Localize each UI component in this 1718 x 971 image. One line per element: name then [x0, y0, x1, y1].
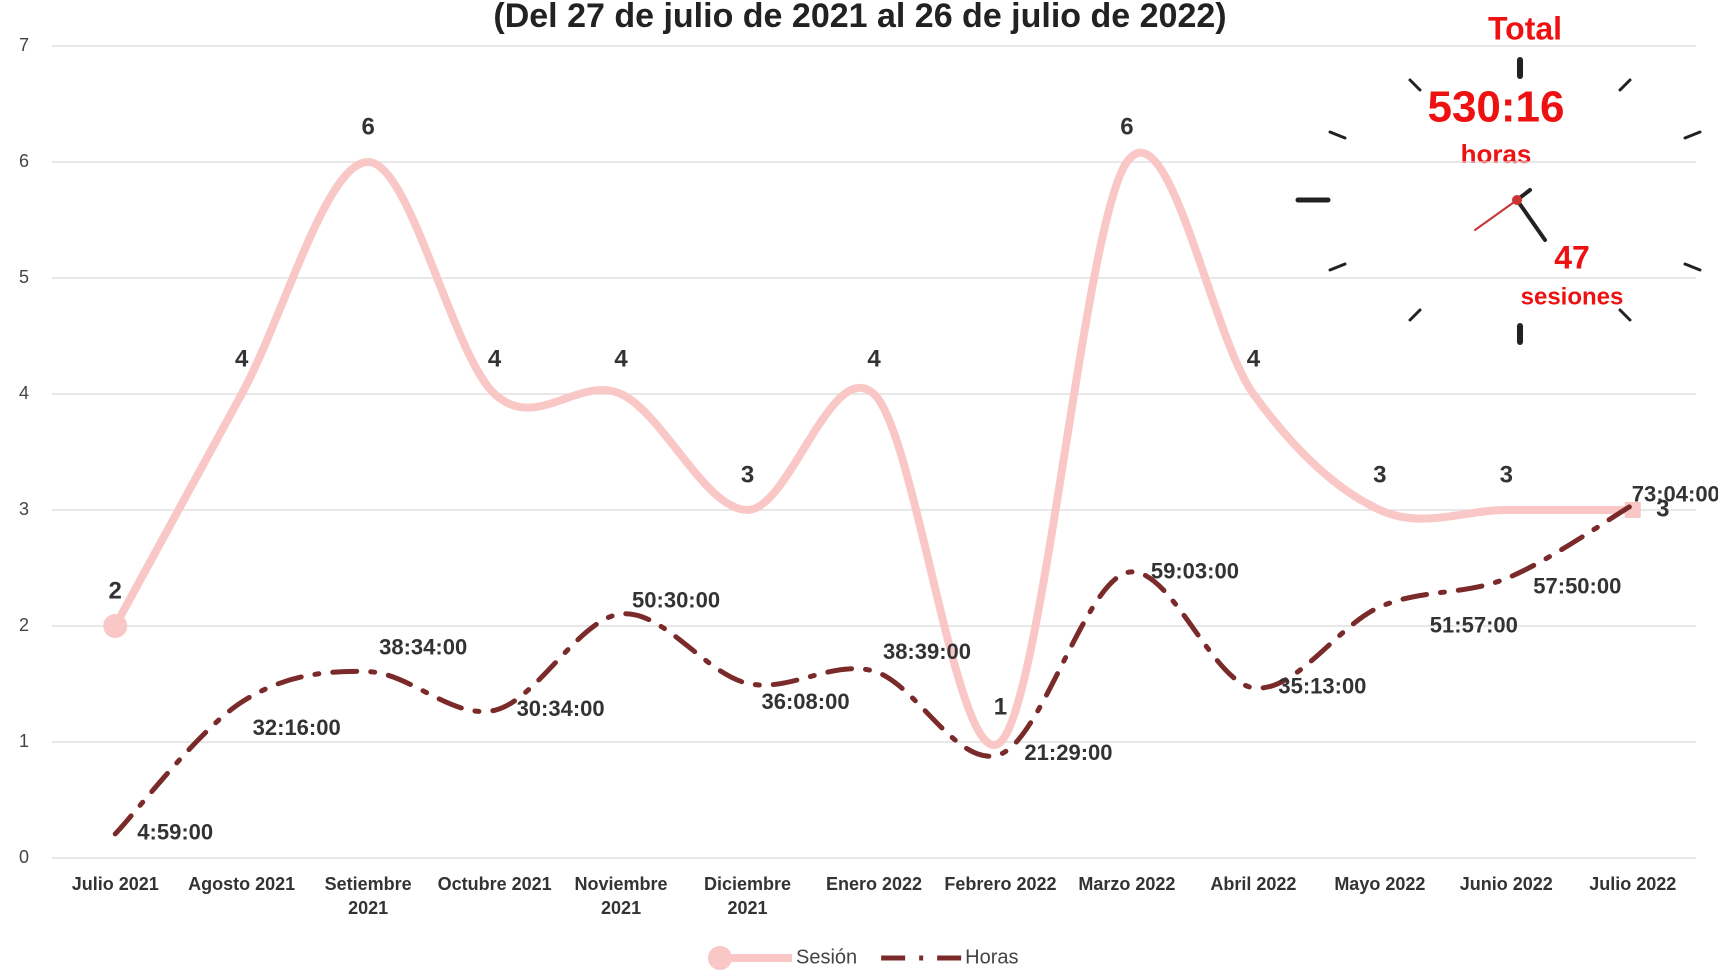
- data-label: 50:30:00: [632, 588, 720, 613]
- data-label: 4: [1247, 345, 1261, 372]
- x-tick-label: Enero 2022: [825, 874, 923, 894]
- data-label: 35:13:00: [1278, 674, 1366, 699]
- chart-title: (Del 27 de julio de 2021 al 26 de julio …: [493, 0, 1226, 35]
- series-line: [112, 502, 1636, 837]
- x-tick-label: Octubre 2021: [437, 874, 552, 894]
- legend-label: Sesión: [796, 946, 857, 968]
- x-tick-label: Diciembre 2021: [704, 874, 792, 918]
- data-label: 4: [867, 345, 881, 372]
- y-tick-label: 6: [19, 151, 29, 171]
- data-label: 36:08:00: [761, 689, 849, 714]
- data-label: 4:59:00: [137, 820, 213, 845]
- data-label: 3: [1373, 461, 1386, 488]
- data-label: 73:04:00: [1632, 482, 1718, 507]
- y-tick-label: 0: [19, 847, 29, 867]
- total-hours: 530:16: [1427, 83, 1564, 132]
- hours-unit: horas: [1461, 139, 1532, 169]
- x-tick-label: Julio 2021: [71, 874, 159, 894]
- legend-marker: [708, 946, 732, 970]
- data-label: 51:57:00: [1430, 613, 1518, 638]
- data-label: 3: [741, 461, 754, 488]
- data-label: 4: [614, 345, 628, 372]
- x-tick-label: Setiembre 2021: [324, 874, 412, 918]
- x-tick-label: Mayo 2022: [1334, 874, 1426, 894]
- data-label: 38:39:00: [883, 639, 971, 664]
- total-sessions: 47: [1554, 239, 1590, 275]
- x-tick-label: Febrero 2022: [944, 874, 1057, 894]
- x-tick-label: Abril 2022: [1210, 874, 1297, 894]
- data-label: 30:34:00: [517, 696, 605, 721]
- data-label: 3: [1500, 461, 1513, 488]
- clock-decoration: [1295, 57, 1702, 345]
- data-label: 6: [1120, 113, 1133, 140]
- data-label: 4: [235, 345, 249, 372]
- data-label: 4: [488, 345, 502, 372]
- legend-label: Horas: [965, 946, 1018, 968]
- data-label: 2: [109, 577, 122, 604]
- x-tick-label: Julio 2022: [1589, 874, 1677, 894]
- data-label: 59:03:00: [1151, 558, 1239, 583]
- y-tick-label: 4: [19, 383, 29, 403]
- x-tick-label: Marzo 2022: [1078, 874, 1176, 894]
- data-label: 38:34:00: [379, 634, 467, 659]
- data-label: 57:50:00: [1533, 573, 1621, 598]
- data-label: 6: [361, 113, 374, 140]
- y-tick-label: 3: [19, 499, 29, 519]
- data-label: 1: [994, 693, 1007, 720]
- x-tick-label: Junio 2022: [1459, 874, 1553, 894]
- sessions-unit: sesiones: [1521, 283, 1624, 310]
- data-label: 21:29:00: [1024, 740, 1112, 765]
- y-tick-label: 5: [19, 267, 29, 287]
- y-tick-label: 7: [19, 35, 29, 55]
- x-tick-label: Noviembre 2021: [574, 874, 668, 918]
- total-label: Total: [1488, 10, 1562, 46]
- data-label: 3: [1656, 495, 1669, 522]
- point-marker: [103, 614, 128, 638]
- data-label: 32:16:00: [253, 715, 341, 740]
- series-line: [111, 148, 1637, 749]
- y-tick-label: 1: [19, 731, 29, 751]
- x-tick-label: Agosto 2021: [188, 874, 296, 894]
- y-tick-label: 2: [19, 615, 29, 635]
